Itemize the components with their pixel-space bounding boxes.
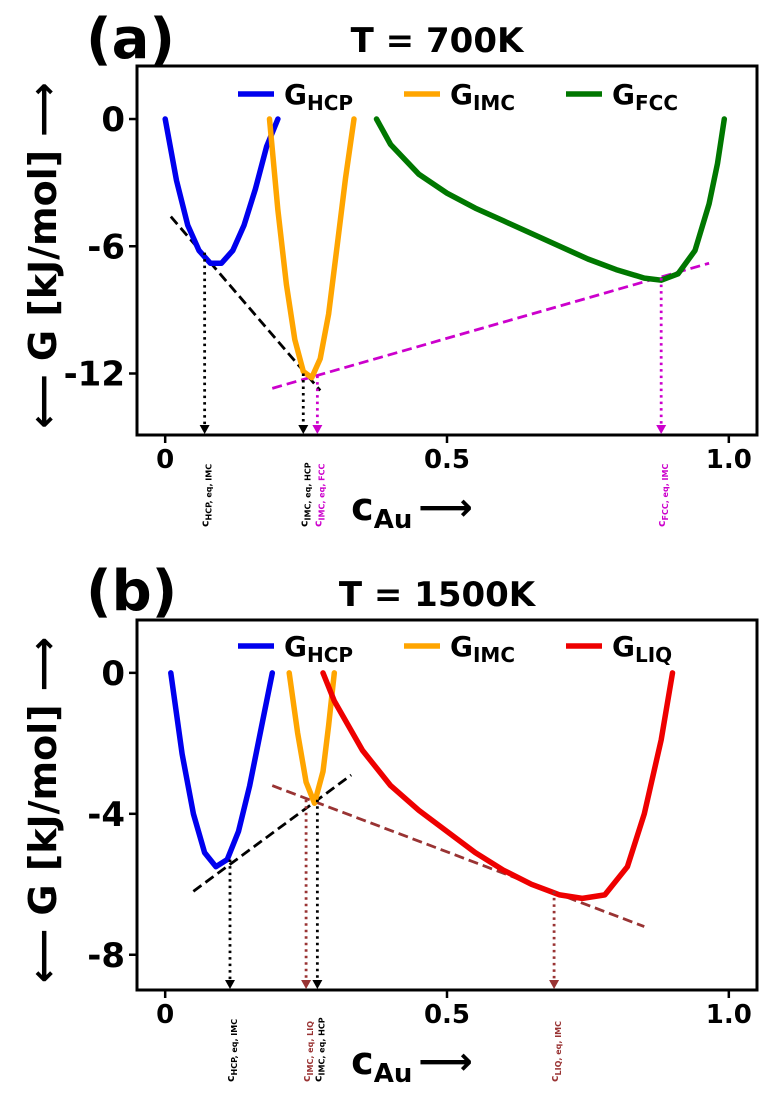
- equilibrium-arrowhead: [199, 425, 210, 434]
- y-tick-label: -6: [87, 227, 125, 267]
- chart-title: T = 700K: [351, 21, 525, 61]
- equilibrium-composition-label: cHCP, eq, IMC: [224, 1019, 239, 1082]
- legend-entry-imc: GIMC: [450, 630, 515, 667]
- legend-entry-hcp: GHCP: [284, 78, 353, 115]
- chart-title: T = 1500K: [339, 575, 537, 615]
- equilibrium-arrowhead: [225, 980, 235, 989]
- legend-entry-liq: GLIQ: [612, 630, 672, 667]
- equilibrium-arrowhead: [312, 980, 323, 989]
- equilibrium-composition-label: cIMC, eq, FCC: [311, 464, 326, 527]
- equilibrium-arrowhead: [301, 980, 312, 989]
- series-line-hcp: [168, 670, 276, 870]
- plot-frame: [135, 618, 759, 992]
- panel-letter: (b): [86, 559, 177, 624]
- series-line-fcc: [373, 116, 728, 283]
- common-tangent-line: [271, 784, 645, 928]
- equilibrium-composition-label: cFCC, eq, IMC: [655, 464, 670, 527]
- legend-entry-fcc: GFCC: [612, 78, 678, 115]
- legend-entry-imc: GIMC: [450, 78, 515, 115]
- y-tick-label: 0: [101, 654, 125, 694]
- x-tick-label: 1.0: [706, 1000, 752, 1030]
- x-tick-label: 0.5: [424, 1000, 470, 1030]
- common-tangent-line: [192, 773, 353, 893]
- x-tick-label: 0: [156, 445, 174, 475]
- y-tick-label: -12: [64, 355, 125, 395]
- equilibrium-composition-label: cLIQ, eq, IMC: [548, 1021, 563, 1082]
- equilibrium-composition-label: cIMC, eq, HCP: [297, 462, 312, 527]
- x-tick-label: 1.0: [706, 445, 752, 475]
- series-line-hcp: [162, 116, 281, 266]
- y-tick-label: -8: [87, 936, 125, 976]
- equilibrium-composition-label: cHCP, eq, IMC: [199, 464, 214, 527]
- y-axis-label: ⟵ G [kJ/mol] ⟶: [21, 637, 65, 984]
- equilibrium-composition-label: cIMC, eq, LIQ: [300, 1021, 315, 1082]
- series-line-imc: [286, 670, 338, 806]
- panel-letter: (a): [86, 7, 175, 72]
- x-tick-label: 0.5: [424, 445, 470, 475]
- chart-panel-a: (a) T = 700K 0 0.5 1.0 0 -6 -12⟵ G [kJ/mol] ⟶ cA…: [21, 7, 759, 535]
- legend-entry-hcp: GHCP: [284, 630, 353, 667]
- chart-panel-b: (b) T = 1500K 0 0.5 1.0 0 -4 -8 ⟵ G [kJ/mol] ⟶ cA…: [21, 559, 759, 1089]
- y-tick-label: 0: [101, 100, 125, 140]
- x-axis-label: cAu ⟶: [351, 485, 473, 535]
- series-line-imc: [266, 116, 357, 381]
- common-tangent-line: [271, 261, 710, 390]
- equilibrium-arrowhead: [549, 980, 560, 989]
- series-line-liq: [320, 670, 676, 902]
- equilibrium-arrowhead: [298, 425, 309, 434]
- x-axis-label: cAu ⟶: [351, 1039, 473, 1089]
- equilibrium-composition-label: cIMC, eq, HCP: [311, 1017, 326, 1082]
- equilibrium-arrowhead: [312, 425, 323, 434]
- equilibrium-arrowhead: [656, 425, 667, 434]
- x-tick-label: 0: [156, 1000, 174, 1030]
- y-tick-label: -4: [87, 795, 125, 835]
- y-axis-label: ⟵ G [kJ/mol] ⟶: [21, 82, 65, 429]
